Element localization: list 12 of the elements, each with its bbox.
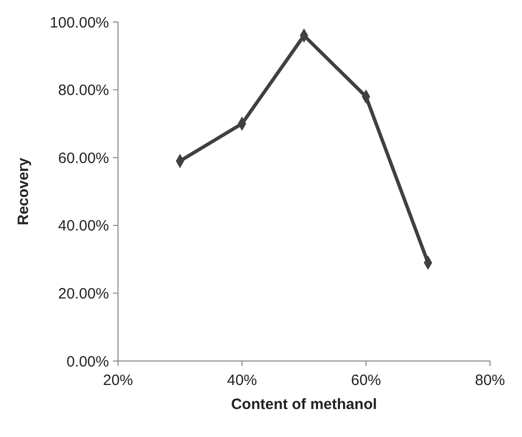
x-tick-label: 60%: [350, 372, 382, 389]
y-tick-label: 0.00%: [66, 353, 109, 370]
y-tick-label: 40.00%: [58, 218, 109, 235]
x-tick-label: 40%: [226, 372, 258, 389]
x-tick-label: 80%: [474, 372, 506, 389]
y-tick-label: 60.00%: [58, 150, 109, 167]
x-axis-title: Content of methanol: [231, 396, 377, 413]
y-tick-label: 20.00%: [58, 285, 109, 302]
x-tick-label: 20%: [102, 372, 134, 389]
y-tick-label: 100.00%: [50, 14, 109, 32]
y-tick-label: 80.00%: [58, 82, 109, 100]
y-axis-title: Recovery: [15, 157, 32, 226]
